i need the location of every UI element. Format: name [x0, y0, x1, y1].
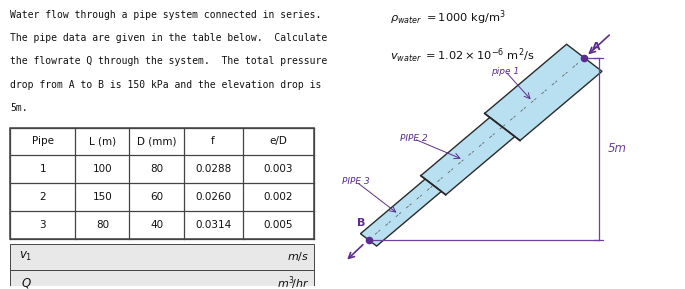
Text: $m/s$: $m/s$: [287, 250, 310, 263]
Text: 100: 100: [92, 164, 112, 174]
Text: The pipe data are given in the table below.  Calculate: The pipe data are given in the table bel…: [10, 33, 327, 43]
Text: 0.0288: 0.0288: [195, 164, 232, 174]
Text: $v_1$: $v_1$: [19, 250, 33, 263]
Text: 0.0260: 0.0260: [195, 192, 231, 202]
Text: 0.003: 0.003: [264, 164, 293, 174]
Polygon shape: [484, 44, 602, 140]
Text: $\rho_{water}$ $= 1000\ \mathrm{kg/m^3}$: $\rho_{water}$ $= 1000\ \mathrm{kg/m^3}$: [390, 9, 506, 27]
Text: 2: 2: [39, 192, 46, 202]
Text: A: A: [591, 42, 600, 52]
Text: 3: 3: [39, 220, 46, 230]
Bar: [10, 270, 314, 289]
Bar: [10, 244, 314, 270]
Text: 1: 1: [39, 164, 46, 174]
Text: 0.002: 0.002: [264, 192, 293, 202]
Text: 80: 80: [150, 164, 163, 174]
Text: 60: 60: [150, 192, 163, 202]
Text: 5m: 5m: [608, 142, 627, 155]
Polygon shape: [360, 179, 441, 246]
Text: Pipe: Pipe: [32, 136, 53, 147]
Text: $m^3\!/hr$: $m^3\!/hr$: [277, 274, 310, 289]
Text: e/D: e/D: [269, 136, 287, 147]
Text: PIPE 3: PIPE 3: [342, 177, 370, 186]
Text: 80: 80: [96, 220, 109, 230]
Text: the flowrate Q through the system.  The total pressure: the flowrate Q through the system. The t…: [10, 56, 327, 66]
Text: 0.005: 0.005: [264, 220, 293, 230]
Text: Water flow through a pipe system connected in series.: Water flow through a pipe system connect…: [10, 10, 321, 20]
Text: PIPE 2: PIPE 2: [400, 134, 427, 143]
Text: 5m.: 5m.: [10, 103, 27, 113]
Text: 150: 150: [92, 192, 112, 202]
Text: D (mm): D (mm): [137, 136, 176, 147]
Text: L (m): L (m): [89, 136, 116, 147]
Text: 40: 40: [150, 220, 163, 230]
Polygon shape: [421, 117, 515, 195]
Text: 0.0314: 0.0314: [195, 220, 232, 230]
Text: B: B: [357, 218, 365, 228]
Text: drop from A to B is 150 kPa and the elevation drop is: drop from A to B is 150 kPa and the elev…: [10, 80, 321, 90]
Text: $v_{water}$ $= 1.02 \times 10^{-6}\ \mathrm{m^2/s}$: $v_{water}$ $= 1.02 \times 10^{-6}\ \mat…: [390, 46, 535, 65]
Bar: [10, 127, 314, 238]
Text: f: f: [211, 136, 215, 147]
Text: pipe 1: pipe 1: [491, 66, 519, 76]
Text: $Q$: $Q$: [21, 276, 32, 289]
